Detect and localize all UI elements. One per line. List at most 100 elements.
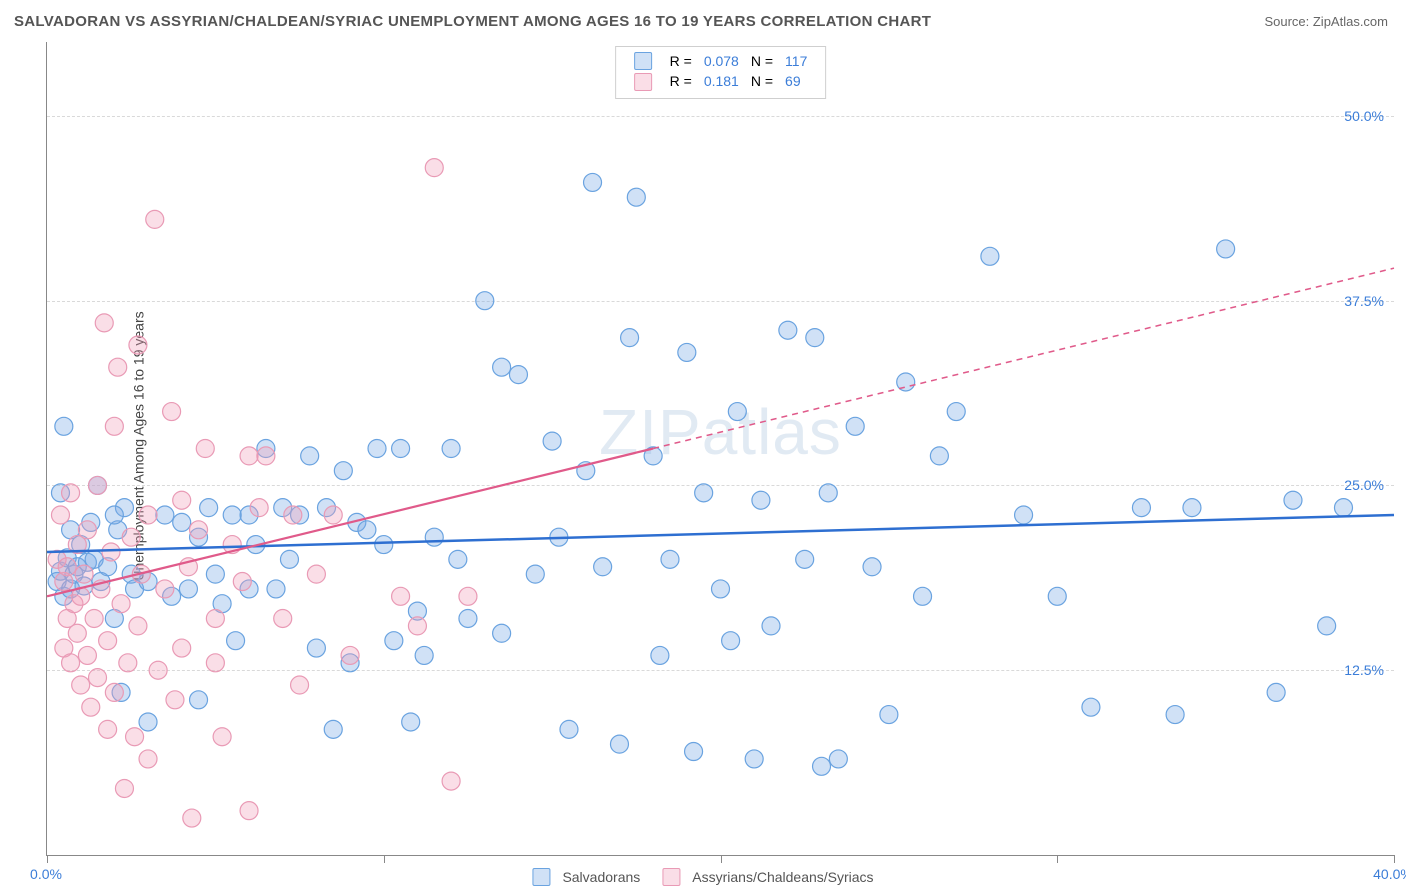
data-point: [695, 484, 713, 502]
data-point: [813, 757, 831, 775]
x-tick: [721, 855, 722, 863]
data-point: [1082, 698, 1100, 716]
data-point: [341, 646, 359, 664]
data-point: [115, 779, 133, 797]
data-point: [449, 550, 467, 568]
data-point: [112, 595, 130, 613]
data-point: [163, 403, 181, 421]
data-point: [678, 343, 696, 361]
data-point: [1166, 706, 1184, 724]
data-point: [914, 587, 932, 605]
plot-area: ZIPatlas R = 0.078 N = 117 R = 0.181 N =…: [46, 42, 1394, 856]
data-point: [722, 632, 740, 650]
data-point: [358, 521, 376, 539]
data-point: [806, 329, 824, 347]
data-point: [129, 617, 147, 635]
data-point: [109, 358, 127, 376]
data-point: [223, 506, 241, 524]
data-point: [196, 440, 214, 458]
data-point: [324, 720, 342, 738]
data-point: [72, 676, 90, 694]
data-point: [1183, 499, 1201, 517]
data-point: [584, 173, 602, 191]
data-point: [122, 528, 140, 546]
data-point: [206, 654, 224, 672]
data-point: [156, 506, 174, 524]
data-point: [1217, 240, 1235, 258]
legend-item-assyrians: Assyrians/Chaldeans/Syriacs: [662, 868, 873, 886]
data-point: [392, 440, 410, 458]
data-point: [213, 728, 231, 746]
data-point: [206, 565, 224, 583]
data-point: [105, 683, 123, 701]
data-point: [627, 188, 645, 206]
data-point: [99, 632, 117, 650]
data-point: [89, 476, 107, 494]
data-point: [105, 417, 123, 435]
data-point: [1015, 506, 1033, 524]
data-point: [173, 491, 191, 509]
data-point: [284, 506, 302, 524]
data-point: [425, 159, 443, 177]
data-point: [99, 720, 117, 738]
source-attribution: Source: ZipAtlas.com: [1264, 14, 1388, 29]
data-point: [149, 661, 167, 679]
data-point: [560, 720, 578, 738]
x-tick-label: 40.0%: [1373, 866, 1406, 882]
data-point: [82, 698, 100, 716]
data-point: [307, 565, 325, 583]
data-point: [1267, 683, 1285, 701]
swatch-icon: [662, 868, 680, 886]
data-point: [402, 713, 420, 731]
chart-header: SALVADORAN VS ASSYRIAN/CHALDEAN/SYRIAC U…: [0, 0, 1406, 42]
data-point: [594, 558, 612, 576]
data-point: [819, 484, 837, 502]
data-point: [75, 565, 93, 583]
data-point: [493, 358, 511, 376]
data-point: [762, 617, 780, 635]
data-point: [493, 624, 511, 642]
data-point: [190, 521, 208, 539]
scatter-plot-svg: [47, 42, 1394, 855]
x-tick: [384, 855, 385, 863]
data-point: [179, 580, 197, 598]
data-point: [651, 646, 669, 664]
source-link[interactable]: ZipAtlas.com: [1313, 14, 1388, 29]
data-point: [51, 506, 69, 524]
data-point: [85, 609, 103, 627]
data-point: [442, 772, 460, 790]
data-point: [307, 639, 325, 657]
swatch-assyrians: [634, 73, 652, 91]
data-point: [392, 587, 410, 605]
legend-row-assyrians: R = 0.181 N = 69: [628, 71, 814, 91]
data-point: [190, 691, 208, 709]
data-point: [78, 646, 96, 664]
data-point: [274, 609, 292, 627]
data-point: [661, 550, 679, 568]
data-point: [240, 802, 258, 820]
data-point: [930, 447, 948, 465]
data-point: [375, 536, 393, 554]
data-point: [752, 491, 770, 509]
x-tick: [47, 855, 48, 863]
data-point: [200, 499, 218, 517]
data-point: [89, 669, 107, 687]
data-point: [291, 676, 309, 694]
data-point: [334, 462, 352, 480]
data-point: [257, 447, 275, 465]
swatch-salvadorans: [634, 52, 652, 70]
data-point: [1318, 617, 1336, 635]
data-point: [301, 447, 319, 465]
legend-item-salvadorans: Salvadorans: [532, 868, 640, 886]
data-point: [105, 506, 123, 524]
data-point: [685, 743, 703, 761]
data-point: [1334, 499, 1352, 517]
data-point: [728, 403, 746, 421]
n-value-assyrians: 69: [779, 71, 813, 91]
data-point: [1048, 587, 1066, 605]
data-point: [227, 632, 245, 650]
data-point: [324, 506, 342, 524]
data-point: [139, 750, 157, 768]
data-point: [139, 713, 157, 731]
data-point: [78, 521, 96, 539]
